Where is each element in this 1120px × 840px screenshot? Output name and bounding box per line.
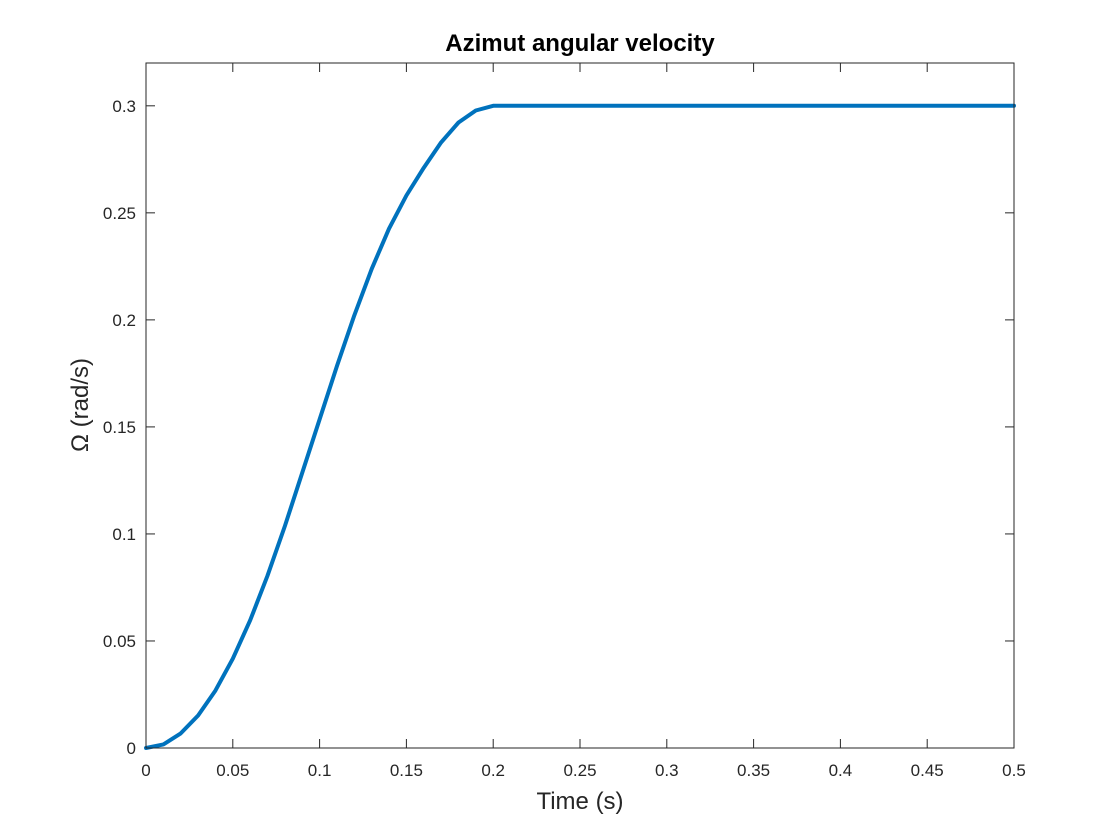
tick-labels: 0 0.05 0.1 0.15 0.2 0.25 0.3 0.35 0.4 0.45 0.5 0 0.0…	[103, 97, 1026, 780]
x-axis-label: Time (s)	[536, 788, 623, 815]
x-tick-label: 0.45	[911, 761, 944, 780]
x-tick-label: 0.05	[216, 761, 249, 780]
y-tick-label: 0.1	[112, 525, 136, 544]
x-tick-label: 0.5	[1002, 761, 1026, 780]
x-tick-label: 0.3	[655, 761, 679, 780]
x-tick-label: 0.35	[737, 761, 770, 780]
x-tick-label: 0.1	[308, 761, 332, 780]
x-tick-label: 0.25	[563, 761, 596, 780]
y-tick-label: 0.05	[103, 632, 136, 651]
y-tick-label: 0	[127, 739, 136, 758]
axes-box	[145, 62, 1015, 749]
y-tick-label: 0.15	[103, 418, 136, 437]
chart-title: Azimut angular velocity	[445, 30, 715, 57]
y-tick-label: 0.25	[103, 204, 136, 223]
series-line	[144, 103, 1016, 750]
x-tick-label: 0.4	[829, 761, 853, 780]
x-tick-label: 0.15	[390, 761, 423, 780]
y-tick-label: 0.2	[112, 311, 136, 330]
series-group	[144, 103, 1016, 750]
plot-background	[146, 63, 1014, 748]
x-tick-label: 0.2	[481, 761, 505, 780]
x-tick-label: 0	[141, 761, 150, 780]
y-axis-label: Ω (rad/s)	[67, 358, 94, 452]
y-tick-label: 0.3	[112, 97, 136, 116]
